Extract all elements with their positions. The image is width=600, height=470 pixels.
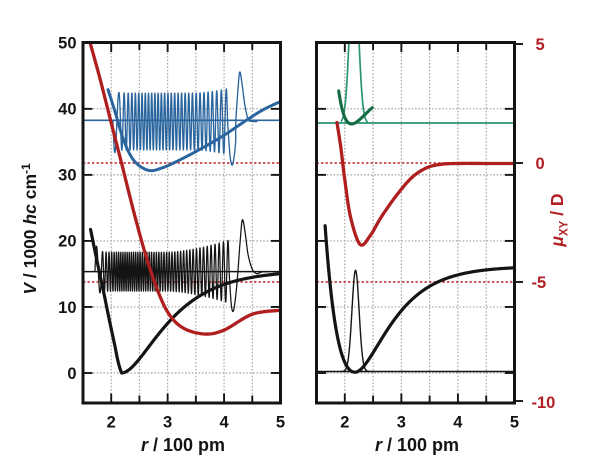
- svg-text:3: 3: [163, 414, 172, 432]
- svg-text:3: 3: [397, 414, 406, 432]
- svg-text:r / 100 pm: r / 100 pm: [375, 435, 459, 455]
- svg-text:0: 0: [67, 365, 76, 383]
- svg-text:μXY / D: μXY / D: [547, 193, 571, 247]
- svg-text:20: 20: [58, 233, 76, 251]
- svg-text:4: 4: [220, 414, 230, 432]
- svg-text:40: 40: [58, 101, 76, 119]
- svg-text:V / 1000 hc cm-1: V / 1000 hc cm-1: [19, 163, 40, 295]
- svg-text:-5: -5: [532, 274, 547, 292]
- svg-text:30: 30: [58, 167, 76, 185]
- svg-text:2: 2: [107, 414, 116, 432]
- svg-text:50: 50: [58, 35, 76, 53]
- svg-text:r / 100 pm: r / 100 pm: [141, 435, 225, 455]
- svg-text:10: 10: [58, 299, 76, 317]
- svg-text:-10: -10: [532, 394, 556, 412]
- svg-text:5: 5: [536, 36, 545, 54]
- svg-text:5: 5: [276, 414, 285, 432]
- svg-text:4: 4: [453, 414, 463, 432]
- svg-text:2: 2: [340, 414, 349, 432]
- svg-text:0: 0: [536, 155, 545, 173]
- svg-text:5: 5: [510, 414, 519, 432]
